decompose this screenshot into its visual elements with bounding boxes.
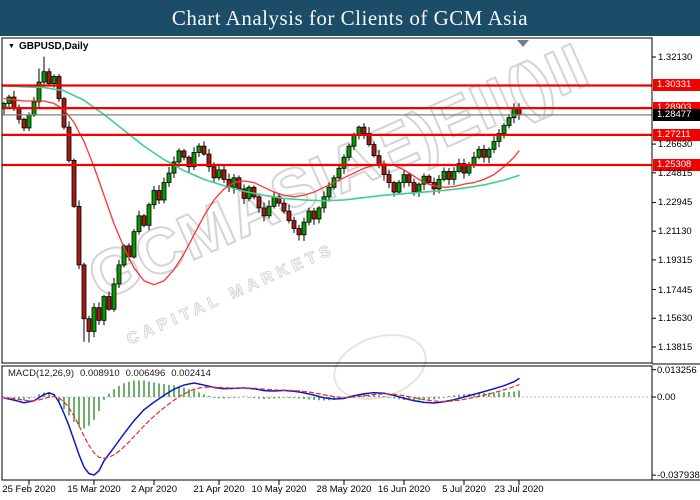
price-scale-label: 1.17445 xyxy=(658,284,693,296)
price-level-badge[interactable]: 1.25308 xyxy=(653,159,700,172)
page-title: Chart Analysis for Clients of GCM Asia xyxy=(171,5,529,30)
price-scale-label: 1.32130 xyxy=(658,52,693,63)
macd-scale-label: 0.013256 xyxy=(657,364,697,376)
chevron-down-icon: ▼ xyxy=(8,43,15,50)
date-axis-label: 23 Jul 2020 xyxy=(494,484,544,495)
date-axis-label: 21 Apr 2020 xyxy=(193,484,245,495)
macd-signal-value: 0.006496 xyxy=(125,368,166,379)
macd-main-value: 0.008910 xyxy=(80,368,120,379)
macd-scale-label: 0.00 xyxy=(657,392,676,403)
macd-scale-label: -0.037938 xyxy=(657,470,700,482)
date-axis-label: 2 Apr 2020 xyxy=(131,484,177,495)
title-bar: Chart Analysis for Clients of GCM Asia xyxy=(0,0,700,36)
price-scale-label: 1.13815 xyxy=(658,342,693,353)
date-axis-label: 10 May 2020 xyxy=(251,484,307,495)
date-axis-label: 15 Mar 2020 xyxy=(67,484,121,495)
price-level-badge[interactable]: 1.27211 xyxy=(653,128,700,141)
macd-hist-value: 0.002414 xyxy=(171,368,211,379)
price-scale-label: 1.15630 xyxy=(658,313,693,325)
date-axis-label: 16 Jun 2020 xyxy=(377,484,431,495)
price-scale-label: 1.21130 xyxy=(658,226,692,238)
price-level-badge[interactable]: 1.30331 xyxy=(653,79,700,92)
symbol-timeframe-label: ▼ GBPUSD,Daily xyxy=(8,41,89,52)
current-price-badge: 1.28477 xyxy=(653,108,700,121)
date-axis-label: 25 Feb 2020 xyxy=(2,484,56,495)
price-scale-label: 1.19315 xyxy=(658,254,693,266)
date-axis-label: 5 Jul 2020 xyxy=(442,484,486,495)
macd-indicator-label: MACD(12,26,9) 0.008910 0.006496 0.002414 xyxy=(8,368,217,379)
price-scale-label: 1.22945 xyxy=(658,197,693,209)
price-scale-label: 1.24815 xyxy=(658,167,693,179)
price-scale-label: 1.26630 xyxy=(658,139,693,151)
date-axis-label: 28 May 2020 xyxy=(316,484,372,495)
macd-name: MACD(12,26,9) xyxy=(8,368,74,379)
